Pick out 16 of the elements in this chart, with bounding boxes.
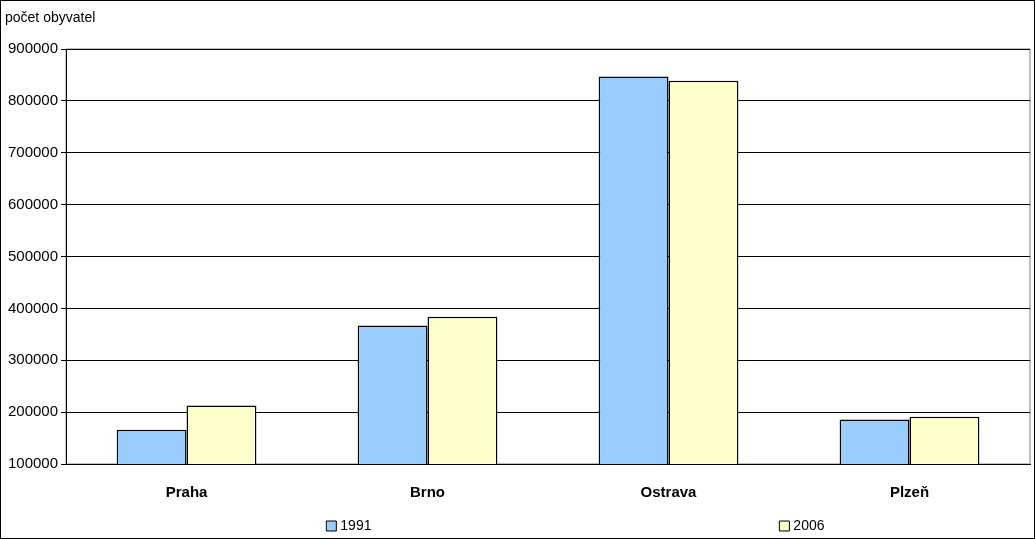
y-tick-label: 200000	[7, 402, 59, 420]
x-tick-label: Brno	[410, 483, 446, 501]
x-tick-label: Plzeň	[889, 483, 930, 501]
y-tick-label: 600000	[7, 194, 59, 212]
y-tick-label: 900000	[7, 39, 59, 57]
legend-label: 1991	[340, 516, 372, 533]
y-tick-label: 700000	[7, 142, 59, 160]
y-tick-label: 400000	[7, 298, 59, 316]
y-tick-label: 300000	[7, 350, 59, 368]
y-tick-label: 500000	[7, 246, 59, 264]
legend-label: 2006	[793, 516, 825, 533]
y-tick-label: 800000	[7, 91, 59, 109]
y-tick-label: 100000	[7, 454, 59, 472]
y-axis-title: počet obyvatel	[5, 9, 96, 25]
x-tick-label: Ostrava	[640, 483, 698, 501]
x-tick-label: Praha	[165, 483, 209, 501]
